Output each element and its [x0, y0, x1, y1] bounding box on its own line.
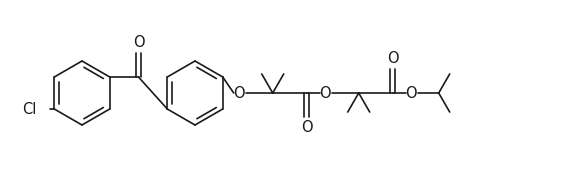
Text: O: O — [387, 51, 399, 66]
Text: O: O — [133, 35, 144, 50]
Text: O: O — [319, 85, 331, 101]
Text: O: O — [405, 85, 416, 101]
Text: Cl: Cl — [22, 101, 36, 116]
Text: O: O — [301, 120, 312, 135]
Text: O: O — [233, 85, 244, 101]
